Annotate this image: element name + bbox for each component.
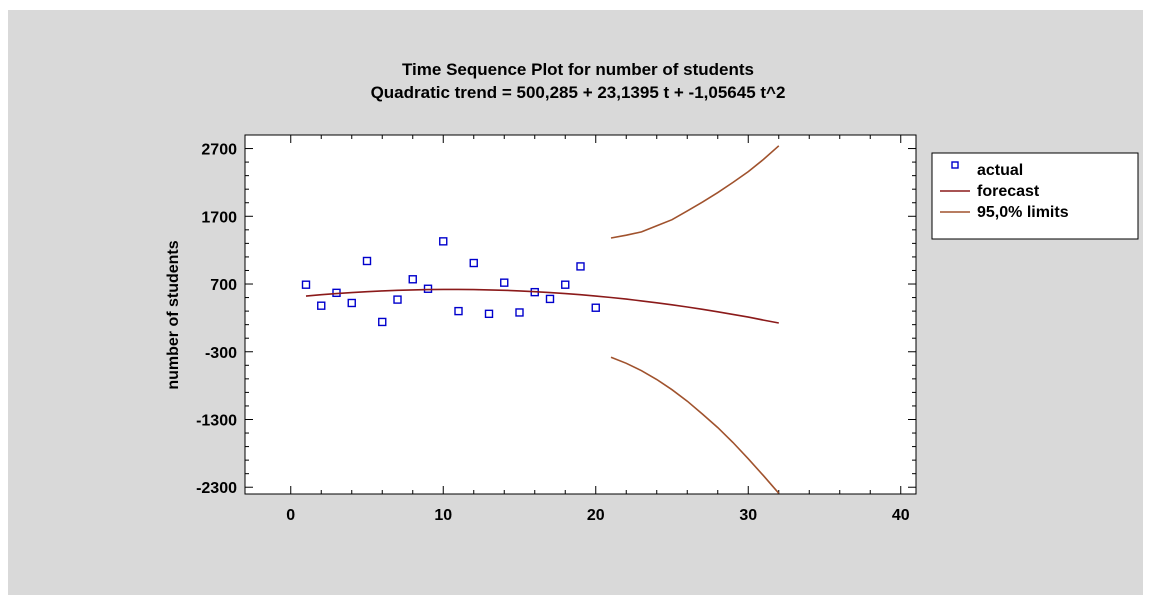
data-point	[393, 295, 402, 304]
y-tick-label: 700	[210, 277, 237, 294]
x-tick-label: 10	[434, 507, 452, 524]
y-tick-label: -300	[205, 345, 237, 362]
data-point	[591, 303, 600, 312]
legend: actual forecast 95,0% limits	[931, 152, 1139, 240]
chart-title: Time Sequence Plot for number of student…	[402, 60, 754, 79]
data-point	[576, 262, 585, 271]
data-point	[561, 280, 570, 289]
series-line-3	[610, 356, 780, 494]
data-point	[317, 301, 326, 310]
data-point	[500, 278, 509, 287]
chart-area: Time Sequence Plot for number of student…	[8, 10, 1143, 595]
x-tick-label: 20	[587, 507, 605, 524]
data-point	[378, 317, 387, 327]
data-point	[362, 256, 372, 266]
data-point	[439, 237, 448, 246]
legend-box	[931, 152, 1139, 240]
y-tick-label: 1700	[201, 209, 237, 226]
data-point	[484, 309, 494, 319]
y-tick-label: 2700	[201, 142, 237, 159]
data-point	[545, 294, 555, 304]
data-point	[408, 275, 417, 284]
legend-label: 95,0% limits	[977, 204, 1069, 221]
time-sequence-chart: Time Sequence Plot for number of student…	[165, 60, 1139, 524]
data-point	[469, 258, 478, 268]
legend-label: forecast	[977, 183, 1040, 200]
series-line-2	[610, 145, 780, 239]
y-axis-label: number of students	[165, 240, 182, 389]
data-point	[301, 280, 311, 289]
data-point	[454, 306, 463, 316]
plot-frame	[244, 134, 917, 495]
legend-marker-actual	[951, 161, 959, 169]
x-tick-label: 40	[892, 507, 910, 524]
x-tick-label: 30	[739, 507, 757, 524]
y-tick-label: -1300	[196, 412, 237, 429]
x-tick-label: 0	[286, 507, 295, 524]
chart-subtitle: Quadratic trend = 500,285 + 23,1395 t + …	[371, 83, 786, 102]
y-tick-label: -2300	[196, 480, 237, 497]
series-line-1	[305, 288, 779, 324]
data-point	[515, 308, 524, 317]
legend-label: actual	[977, 162, 1023, 179]
data-point	[423, 284, 433, 293]
data-point	[347, 298, 356, 308]
